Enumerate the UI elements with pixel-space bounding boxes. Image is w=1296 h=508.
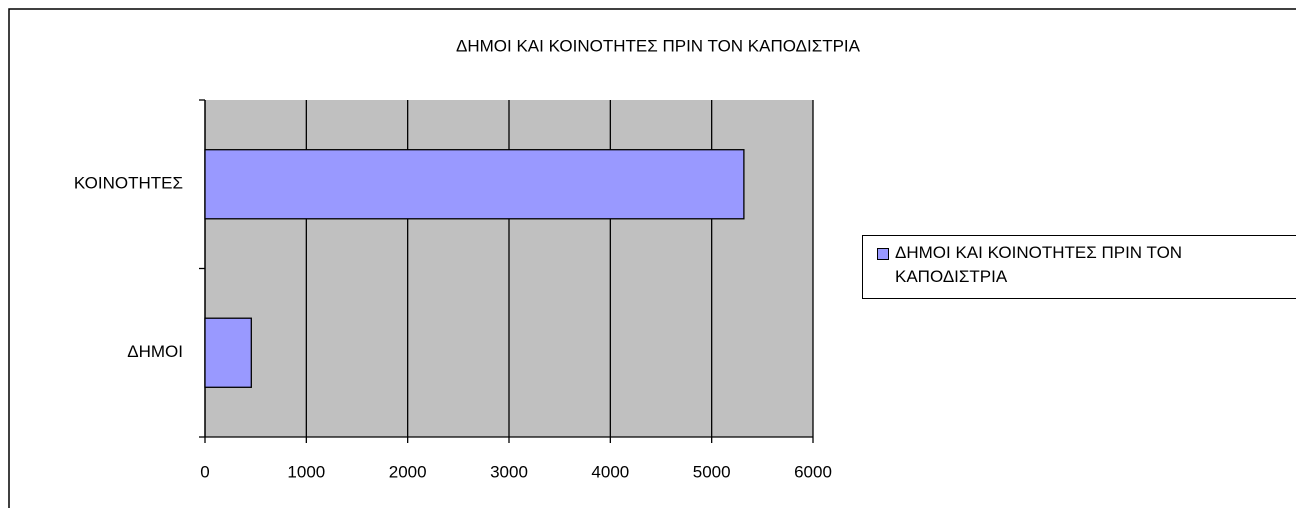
x-tick-label: 6000	[794, 462, 832, 481]
y-tick-label: ΚΟΙΝΟΤΗΤΕΣ	[74, 174, 183, 193]
x-tick-label: 0	[200, 462, 209, 481]
x-tick-label: 1000	[287, 462, 325, 481]
y-tick-label: ΔΗΜΟΙ	[127, 342, 183, 361]
legend-label: ΔΗΜΟΙ ΚΑΙ ΚΟΙΝΟΤΗΤΕΣ ΠΡΙΝ ΤΟΝ ΚΑΠΟΔΙΣΤΡΙ…	[895, 243, 1183, 286]
legend-swatch	[877, 248, 889, 260]
x-tick-label: 4000	[591, 462, 629, 481]
chart-title: ΔΗΜΟΙ ΚΑΙ ΚΟΙΝΟΤΗΤΕΣ ΠΡΙΝ ΤΟΝ ΚΑΠΟΔΙΣΤΡΙ…	[456, 36, 861, 55]
x-tick-label: 2000	[389, 462, 427, 481]
bar	[204, 149, 745, 220]
x-tick-label: 5000	[693, 462, 731, 481]
legend: ΔΗΜΟΙ ΚΑΙ ΚΟΙΝΟΤΗΤΕΣ ΠΡΙΝ ΤΟΝ ΚΑΠΟΔΙΣΤΡΙ…	[862, 235, 1296, 299]
bar	[204, 317, 252, 388]
x-tick-label: 3000	[490, 462, 528, 481]
